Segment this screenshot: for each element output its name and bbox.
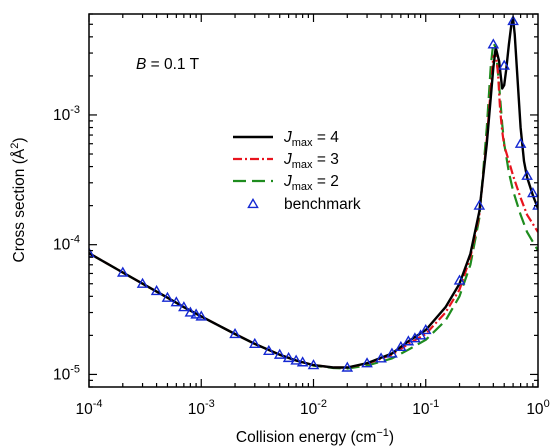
benchmark-point	[498, 59, 511, 70]
x-tick-labels: 10-4 10-3 10-2 10-1 100	[75, 398, 549, 418]
benchmark-point	[375, 352, 387, 363]
legend-swatch	[247, 197, 259, 209]
x-axis-label: Collision energy (cm−1)	[236, 427, 394, 446]
benchmark-point	[361, 357, 373, 368]
legend-label: benchmark	[284, 196, 361, 213]
benchmark-point	[414, 329, 427, 340]
benchmark-point	[341, 361, 354, 372]
benchmark-point	[419, 323, 432, 335]
benchmark-point	[229, 327, 241, 339]
benchmark-point	[453, 274, 466, 285]
benchmark-point	[263, 344, 275, 355]
y-tick-label: 10-3	[53, 104, 80, 124]
x-tick-label: 10-4	[75, 398, 102, 418]
benchmark-point	[195, 310, 208, 321]
benchmark-point	[395, 340, 407, 352]
legend-label: Jmax = 2	[283, 173, 339, 193]
benchmark-point	[190, 308, 202, 319]
legend-label: Jmax = 3	[283, 151, 339, 171]
benchmark-point	[150, 284, 163, 296]
benchmark-point	[473, 199, 486, 210]
field-annotation: B = 0.1 T	[136, 56, 200, 73]
y-axis-label: Cross section (Å2)	[9, 138, 28, 263]
benchmark-point	[507, 14, 519, 26]
benchmark-point	[89, 247, 95, 258]
benchmark-point	[521, 169, 533, 180]
x-tick-label: 10-2	[300, 398, 327, 418]
x-tick-label: 100	[526, 398, 549, 418]
x-tick-label: 10-3	[188, 398, 215, 418]
benchmark-point	[296, 356, 309, 367]
benchmark-point	[161, 291, 174, 302]
benchmark-point	[487, 38, 500, 49]
benchmark-point	[116, 266, 129, 277]
benchmark-point	[514, 137, 527, 148]
benchmark-point	[249, 337, 261, 349]
y-tick-label: 10-5	[53, 363, 80, 383]
benchmark-markers-layer	[89, 14, 538, 372]
benchmark-point	[273, 348, 286, 359]
benchmark-point	[290, 354, 302, 365]
benchmark-point	[282, 351, 295, 363]
benchmark-point	[307, 359, 320, 370]
benchmark-point	[170, 296, 183, 307]
axis-ticks	[88, 13, 539, 388]
legend-label: Jmax = 4	[283, 129, 339, 149]
benchmark-point	[386, 347, 398, 358]
benchmark-point	[178, 301, 190, 312]
x-tick-label: 10-1	[412, 398, 439, 418]
series-jmax3-line	[89, 51, 538, 369]
y-tick-labels: 10-5 10-4 10-3	[53, 104, 80, 383]
y-tick-label: 10-4	[53, 234, 80, 254]
benchmark-point	[527, 187, 538, 198]
benchmark-point	[136, 277, 149, 288]
benchmark-point	[184, 306, 197, 317]
